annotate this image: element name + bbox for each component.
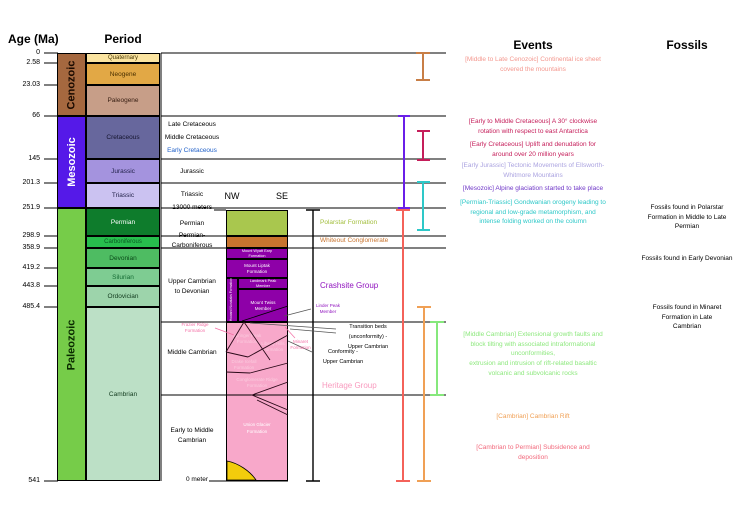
- se-orientation-label: SE: [275, 191, 288, 201]
- stage-permian: Permian: [179, 220, 205, 227]
- age-tick-marks: [44, 52, 58, 482]
- event-cenozoic-ice-sheet: [Middle to Late Cenozoic] Continental ic…: [465, 56, 601, 73]
- stage-early-middle-cambrian: Early to Middle Cambrian: [170, 427, 214, 444]
- period-carboniferous: Carboniferous: [86, 236, 160, 248]
- age-tick-2-58: 2.58: [26, 59, 40, 66]
- whiteout-conglomerate-block: [226, 236, 288, 248]
- stage-middle-cretaceous: Middle Cretaceous: [164, 134, 220, 141]
- era-paleozoic: Paleozoic: [57, 208, 86, 481]
- gondwanian-orogeny-bar: [417, 181, 430, 231]
- fossil-devonian-note: Fossils found in Early Devonian: [641, 255, 733, 262]
- period-paleogene: Paleogene: [86, 85, 160, 116]
- minaret-formation-label: Minaret Formation: [290, 339, 311, 350]
- fossil-polarstar-note: Fossils found in Polarstar Formation in …: [647, 204, 727, 231]
- mount-twiss-label: Mount Twiss Member: [250, 300, 276, 311]
- scale-bottom-label: 0 meter: [185, 476, 208, 483]
- age-tick-201-3: 201.3: [22, 179, 40, 186]
- stage-middle-cambrian: Middle Cambrian: [167, 349, 217, 356]
- period-permian: Permian: [86, 208, 160, 236]
- event-mesozoic-glaciation: [Mesozoic] Alpine glaciation started to …: [462, 185, 604, 192]
- age-tick-443-8: 443.8: [22, 282, 40, 289]
- age-tick-251-9: 251.9: [22, 204, 40, 211]
- stage-late-cretaceous: Late Cretaceous: [168, 121, 216, 128]
- period-cambrian: Cambrian: [86, 307, 160, 481]
- mount-twiss-block: Mount Twiss Member: [238, 289, 288, 322]
- nw-orientation-label: NW: [224, 191, 240, 201]
- age-tick-23-03: 23.03: [22, 81, 40, 88]
- stage-permian-carboniferous: Permian- Carboniferous: [171, 232, 213, 249]
- middle-cambrian-faults-bar: [430, 321, 444, 396]
- fossil-minaret-note: Fossils found in Minaret Formation in La…: [652, 304, 722, 331]
- linder-peak-member-label: Linder Peak Member: [315, 303, 341, 314]
- age-tick-298-9: 298.9: [22, 232, 40, 239]
- liberty-hills-label: Liberty Hills Formation: [261, 341, 285, 352]
- age-tick-419-2: 419.2: [22, 264, 40, 271]
- howard-nunataks-block: Howard Nunataks Formation: [226, 278, 238, 322]
- howard-nunataks-label: Howard Nunataks Formation: [229, 278, 234, 322]
- polarstar-formation-label: Polarstar Formation: [320, 219, 378, 226]
- period-silurian: Silurian: [86, 268, 160, 286]
- scale-top-label: 13000 meters: [172, 204, 212, 211]
- event-cretaceous-rotation: [Early to Middle Cretaceous] A 30° clock…: [468, 118, 598, 135]
- event-jurassic-tectonics: [Early Jurassic] Tectonic Movements of E…: [461, 162, 605, 179]
- event-subsidence-deposition: [Cambrian to Permian] Subsidence and dep…: [476, 444, 590, 461]
- mount-wyatt-earp-block: Mount Wyatt Earp Formation: [226, 248, 288, 259]
- event-cambrian-rift: [Cambrian] Cambrian Rift: [496, 413, 570, 420]
- era-paleozoic-label: Paleozoic: [65, 319, 78, 370]
- age-tick-0: 0: [36, 49, 40, 56]
- mount-wyatt-earp-label: Mount Wyatt Earp Formation: [241, 248, 273, 258]
- landmark-peak-label: Landmark Peak Member: [249, 278, 277, 288]
- era-cenozoic-label: Cenozoic: [65, 60, 78, 109]
- period-jurassic: Jurassic: [86, 159, 160, 183]
- cambrian-rift-bar: [417, 306, 431, 482]
- drake-icefall-label: Drake Icefall Formation: [231, 359, 257, 370]
- event-cretaceous-uplift: [Early Cretaceous] Uplift and denudation…: [469, 141, 597, 158]
- period-triassic: Triassic: [86, 183, 160, 208]
- mount-liptak-label: Mount Liptak Formation: [244, 263, 270, 274]
- age-tick-485-4: 485.4: [22, 303, 40, 310]
- cenozoic-ice-sheet-bar: [416, 52, 430, 81]
- boundary-lines: [160, 52, 446, 482]
- stage-upper-cambrian-devonian: Upper Cambrian to Devonian: [168, 278, 216, 295]
- crashsite-group-label: Crashsite Group: [320, 281, 379, 290]
- cretaceous-uplift-bar: [417, 130, 430, 161]
- subsidence-deposition-bar: [396, 209, 410, 482]
- whiteout-conglomerate-label: Whiteout Conglomerate: [320, 237, 389, 244]
- mesozoic-glaciation-bar: [398, 115, 410, 209]
- event-middle-cambrian-faults: [Middle Cambrian] Extensional growth fau…: [463, 331, 603, 377]
- frazier-ridge-label: Frazier Ridge Formation: [181, 322, 209, 333]
- mount-liptak-block: Mount Liptak Formation: [226, 259, 288, 278]
- stage-triassic: Triassic: [180, 191, 204, 198]
- age-tick-66: 66: [32, 112, 40, 119]
- period-cretaceous: Cretaceous: [86, 116, 160, 159]
- period-ordovician: Ordovician: [86, 286, 160, 307]
- age-tick-541: 541: [28, 477, 40, 484]
- basement-label: basement: [228, 472, 246, 477]
- heritage-group-label: Heritage Group: [322, 381, 377, 390]
- transition-beds-note: Transition beds (unconformity) - Upper C…: [347, 324, 389, 350]
- period-devonian: Devonian: [86, 248, 160, 268]
- stage-early-cretaceous: Early Cretaceous: [167, 147, 217, 154]
- age-axis-title: Age (Ma): [8, 32, 59, 46]
- events-column-title: Events: [513, 38, 553, 52]
- era-mesozoic: Mesozoic: [57, 116, 86, 208]
- union-glacier-label: Union Glacier Formation: [243, 422, 271, 434]
- conformity-note: Conformity - Upper Cambrian: [322, 349, 364, 365]
- polarstar-formation-block: [226, 210, 288, 236]
- period-column-title: Period: [104, 32, 142, 46]
- event-gondwanian-orogeny: [Permian-Triassic] Gondwanian orogeny le…: [460, 199, 606, 226]
- period-neogene: Neogene: [86, 63, 160, 85]
- age-tick-358-9: 358.9: [22, 244, 40, 251]
- stage-jurassic: Jurassic: [180, 168, 204, 175]
- landmark-peak-block: Landmark Peak Member: [238, 278, 288, 289]
- period-quaternary: Quaternary: [86, 53, 160, 63]
- fossils-column-title: Fossils: [666, 38, 708, 52]
- era-mesozoic-label: Mesozoic: [65, 137, 78, 187]
- era-cenozoic: Cenozoic: [57, 53, 86, 116]
- age-tick-145: 145: [28, 155, 40, 162]
- conglomerate-ridge-label: Conglomerate Ridge Formation: [236, 377, 278, 388]
